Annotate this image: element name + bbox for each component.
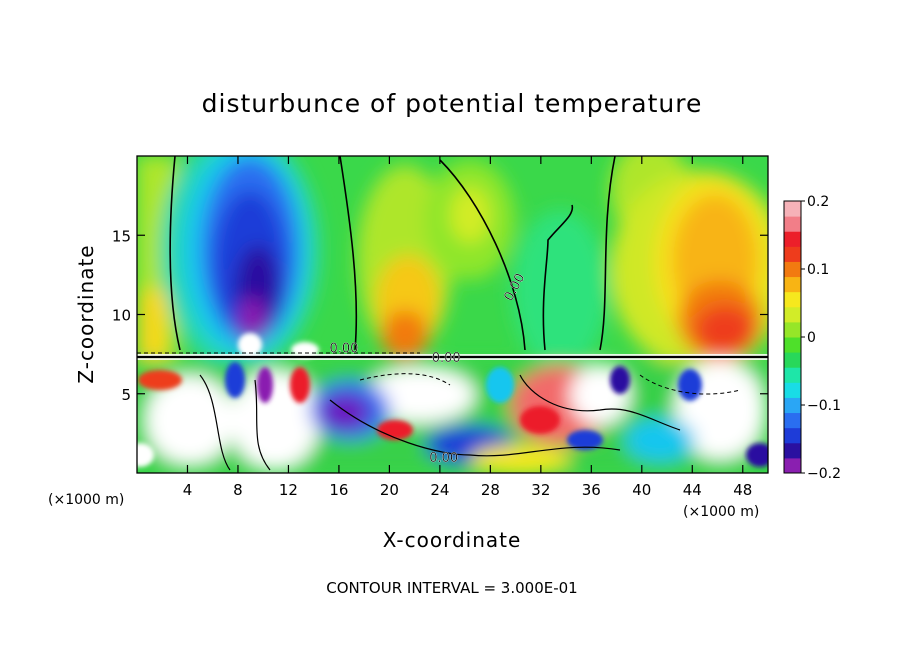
colorbar-swatch bbox=[784, 276, 801, 293]
x-tick-label: 12 bbox=[279, 481, 298, 499]
x-axis-label: X-coordinate bbox=[383, 528, 522, 552]
y-tick-label: 15 bbox=[112, 227, 131, 245]
colorbar-swatch bbox=[784, 291, 801, 308]
colorbar-swatch bbox=[784, 397, 801, 414]
x-tick-label: 20 bbox=[380, 481, 399, 499]
x-tick-label: 40 bbox=[632, 481, 651, 499]
x-tick-label: 48 bbox=[733, 481, 752, 499]
colorbar-swatch bbox=[784, 246, 801, 262]
colorbar-swatch bbox=[784, 337, 801, 353]
contour-label: 0.00 bbox=[432, 351, 461, 366]
colorbar-swatch bbox=[784, 261, 801, 278]
contour-labels: 0.000.000.000.00 bbox=[329, 271, 528, 466]
colorbar-swatch bbox=[784, 442, 801, 459]
x-tick-label: 44 bbox=[683, 481, 702, 499]
x-unit-left: (×1000 m) bbox=[48, 492, 124, 508]
contour-interval-note: CONTOUR INTERVAL = 3.000E-01 bbox=[326, 579, 577, 597]
y-tick-label: 10 bbox=[112, 307, 131, 325]
x-tick-label: 16 bbox=[329, 481, 348, 499]
contour-label: 0.00 bbox=[329, 342, 358, 357]
y-axis: 5 10 15 bbox=[112, 227, 768, 404]
x-tick-label: 32 bbox=[531, 481, 550, 499]
colorbar-tick-label: −0.2 bbox=[807, 466, 841, 482]
colorbar-tick-label: 0.1 bbox=[807, 262, 829, 278]
colorbar-swatch bbox=[784, 367, 801, 383]
colorbar-swatch bbox=[784, 382, 801, 398]
colorbar-tick-label: 0.2 bbox=[807, 194, 829, 210]
x-tick-label: 4 bbox=[183, 481, 193, 499]
y-tick-label: 5 bbox=[121, 386, 131, 404]
colorbar-swatch bbox=[784, 306, 801, 323]
y-axis-label: Z-coordinate bbox=[74, 244, 98, 383]
colorbar-swatch bbox=[784, 427, 801, 444]
x-tick-label: 24 bbox=[430, 481, 449, 499]
heatmap-field bbox=[137, 156, 768, 473]
colorbar: 0.2 0.1 0 −0.1 −0.2 bbox=[783, 194, 841, 482]
colorbar-swatch bbox=[784, 231, 801, 247]
colorbar-tick-label: −0.1 bbox=[807, 398, 841, 414]
x-unit-right: (×1000 m) bbox=[683, 504, 759, 520]
x-tick-label: 8 bbox=[233, 481, 243, 499]
colorbar-tick-label: 0 bbox=[807, 330, 816, 346]
x-axis: 4 8 12 16 20 24 28 32 36 40 44 48 bbox=[183, 156, 752, 499]
colorbar-swatch bbox=[784, 201, 801, 217]
chart-title: disturbunce of potential temperature bbox=[202, 89, 703, 118]
colorbar-swatch bbox=[784, 321, 801, 338]
colorbar-swatch bbox=[784, 457, 801, 474]
colorbar-swatch bbox=[784, 352, 801, 368]
contour-label: 0.00 bbox=[429, 451, 458, 466]
colorbar-swatch bbox=[784, 216, 801, 232]
colorbar-swatch bbox=[784, 412, 801, 429]
x-tick-label: 36 bbox=[582, 481, 601, 499]
x-tick-label: 28 bbox=[481, 481, 500, 499]
